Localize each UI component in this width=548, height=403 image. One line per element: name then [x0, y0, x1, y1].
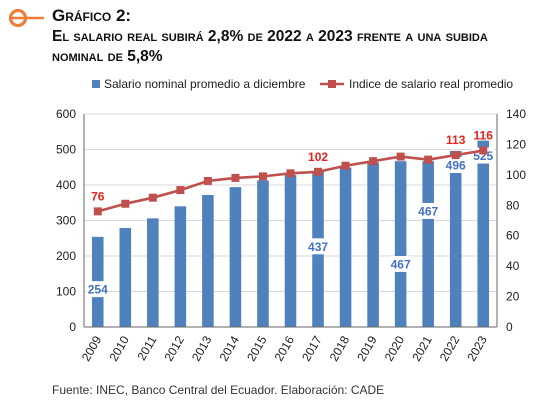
- line-marker: [231, 173, 240, 182]
- line-marker: [424, 155, 433, 164]
- line-marker: [479, 146, 488, 155]
- y-left-tick-label: 600: [56, 107, 76, 121]
- y-right-tick-label: 140: [506, 107, 526, 121]
- y-left-tick-label: 400: [56, 178, 76, 192]
- line-marker: [203, 176, 212, 185]
- x-tick-label: 2011: [134, 333, 159, 363]
- y-left-tick-label: 100: [56, 285, 76, 299]
- legend-label-indice-salario-real: Indice de salario real promedio: [349, 77, 513, 91]
- bar-salario-nominal: [449, 150, 462, 327]
- bar-label-box: [86, 281, 109, 298]
- y-right-tick-label: 80: [506, 198, 520, 212]
- chart-subtitle-line-2: nominal de 5,8%: [52, 48, 163, 65]
- x-tick-label: 2016: [272, 333, 298, 363]
- x-tick-label: 2022: [437, 333, 463, 363]
- chart-header: Gráfico 2: El salario real subirá 2,8% d…: [0, 0, 548, 70]
- y-left-tick-label: 500: [56, 143, 76, 157]
- x-tick-label: 2021: [409, 333, 435, 363]
- x-tick-label: 2013: [189, 333, 215, 363]
- line-marker: [148, 193, 157, 202]
- bar-data-label: 467: [391, 258, 411, 272]
- bar-label-box: [444, 157, 467, 174]
- line-data-label: 76: [91, 189, 105, 203]
- x-tick-label: 2019: [354, 333, 380, 363]
- y-left-tick-label: 300: [56, 214, 76, 228]
- chart-subtitle-line-1: El salario real subirá 2,8% de 2022 a 20…: [52, 28, 488, 45]
- bar-salario-nominal: [367, 162, 379, 327]
- circle-line-icon: [8, 8, 44, 28]
- bar-salario-nominal: [229, 187, 242, 327]
- x-tick-label: 2023: [464, 333, 490, 363]
- y-right-tick-label: 40: [506, 259, 520, 273]
- legend-label-salario-nominal: Salario nominal promedio a diciembre: [104, 77, 306, 91]
- x-tick-label: 2014: [217, 333, 243, 363]
- y-right-tick-label: 0: [506, 320, 513, 334]
- bar-data-label: 467: [418, 204, 438, 218]
- line-marker: [121, 199, 130, 208]
- line-marker: [176, 186, 185, 195]
- bar-salario-nominal: [174, 206, 187, 327]
- x-tick-label: 2009: [79, 333, 105, 363]
- line-marker: [93, 207, 102, 216]
- line-marker: [258, 172, 267, 181]
- source-note: Fuente: INEC, Banco Central del Ecuador.…: [52, 383, 385, 397]
- x-tick-label: 2010: [106, 333, 132, 363]
- line-marker: [451, 151, 460, 160]
- y-right-tick-label: 60: [506, 229, 520, 243]
- x-tick-label: 2020: [382, 333, 408, 363]
- y-right-tick-label: 120: [506, 137, 526, 151]
- bar-salario-nominal: [339, 167, 352, 327]
- bar-salario-nominal: [119, 227, 132, 327]
- line-marker: [286, 169, 295, 178]
- bar-salario-nominal: [477, 140, 490, 327]
- bar-data-label: 496: [446, 159, 466, 173]
- y-right-tick-label: 20: [506, 290, 520, 304]
- bar-data-label: 437: [308, 240, 328, 254]
- legend-marker-indice-salario-real: [328, 80, 336, 88]
- bar-salario-nominal: [257, 180, 269, 327]
- line-marker: [341, 161, 350, 170]
- x-tick-label: 2018: [327, 333, 353, 363]
- bar-salario-nominal: [422, 161, 434, 327]
- bar-label-box: [307, 238, 330, 255]
- line-data-label: 113: [446, 133, 466, 147]
- legend-swatch-salario-nominal: [92, 80, 100, 88]
- bar-salario-nominal: [147, 218, 159, 327]
- bar-label-box: [389, 256, 412, 273]
- x-tick-label: 2017: [299, 333, 325, 363]
- x-tick-label: 2015: [244, 333, 270, 363]
- y-left-tick-label: 0: [69, 320, 76, 334]
- chart-title: Gráfico 2:: [52, 6, 132, 25]
- x-tick-label: 2012: [161, 333, 187, 363]
- bar-label-box: [417, 202, 440, 219]
- combo-chart: Salario nominal promedio a diciembre Indi…: [56, 77, 526, 364]
- y-right-tick-label: 100: [506, 168, 526, 182]
- bar-salario-nominal: [202, 194, 214, 327]
- line-data-label: 116: [474, 129, 494, 143]
- line-marker: [314, 167, 323, 176]
- line-data-label: 102: [308, 150, 328, 164]
- bar-data-label: 254: [88, 283, 108, 297]
- line-marker: [369, 157, 378, 166]
- bar-salario-nominal: [284, 175, 297, 327]
- y-left-tick-label: 200: [56, 249, 76, 263]
- bar-salario-nominal: [394, 161, 407, 327]
- line-marker: [396, 152, 405, 161]
